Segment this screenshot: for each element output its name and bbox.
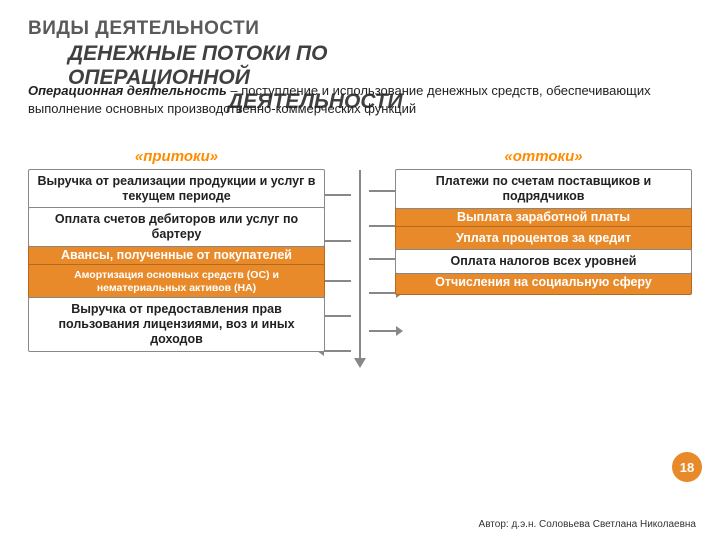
left-list: Выручка от реализации продукции и услуг … [28,169,325,350]
center-arrows [325,170,395,380]
page-number-badge: 18 [672,452,702,482]
right-item: Уплата процентов за кредит [395,226,692,251]
left-item: Выручка от реализации продукции и услуг … [28,169,325,209]
left-item: Выручка от предоставления прав пользован… [28,297,325,352]
right-header: «оттоки» [395,148,692,165]
author-label: Автор: д.э.н. Соловьева Светлана Николае… [479,519,696,530]
title-line1: ВИДЫ ДЕЯТЕЛЬНОСТИ [28,18,692,40]
arrow-right-icon [369,225,397,227]
arrow-right-icon [369,190,397,192]
arrow-right-icon [369,258,397,260]
right-item: Оплата налогов всех уровней [395,249,692,274]
right-item: Платежи по счетам поставщиков и подрядчи… [395,169,692,209]
arrow-left-icon [323,194,351,196]
slide: ВИДЫ ДЕЯТЕЛЬНОСТИ ДЕНЕЖНЫЕ ПОТОКИ ПО ОПЕ… [0,0,720,540]
arrow-left-icon [323,240,351,242]
right-column: «оттоки» Платежи по счетам поставщиков и… [395,148,692,350]
arrow-left-icon [323,280,351,282]
description: Операционная деятельность – поступление … [28,82,692,117]
arrow-right-icon [369,292,397,294]
left-item: Оплата счетов дебиторов или услуг по бар… [28,207,325,247]
description-bold: Операционная деятельность [28,83,227,98]
left-item: Амортизация основных средств (ОС) и нема… [28,264,325,299]
title-line2: ДЕНЕЖНЫЕ ПОТОКИ ПО [68,42,692,66]
right-list: Платежи по счетам поставщиков и подрядчи… [395,169,692,293]
left-column: «притоки» Выручка от реализации продукци… [28,148,325,350]
left-header: «притоки» [28,148,325,165]
arrow-left-icon [323,350,351,352]
arrow-right-icon [369,330,397,332]
arrow-left-icon [323,315,351,317]
vertical-arrow-icon [359,170,361,360]
